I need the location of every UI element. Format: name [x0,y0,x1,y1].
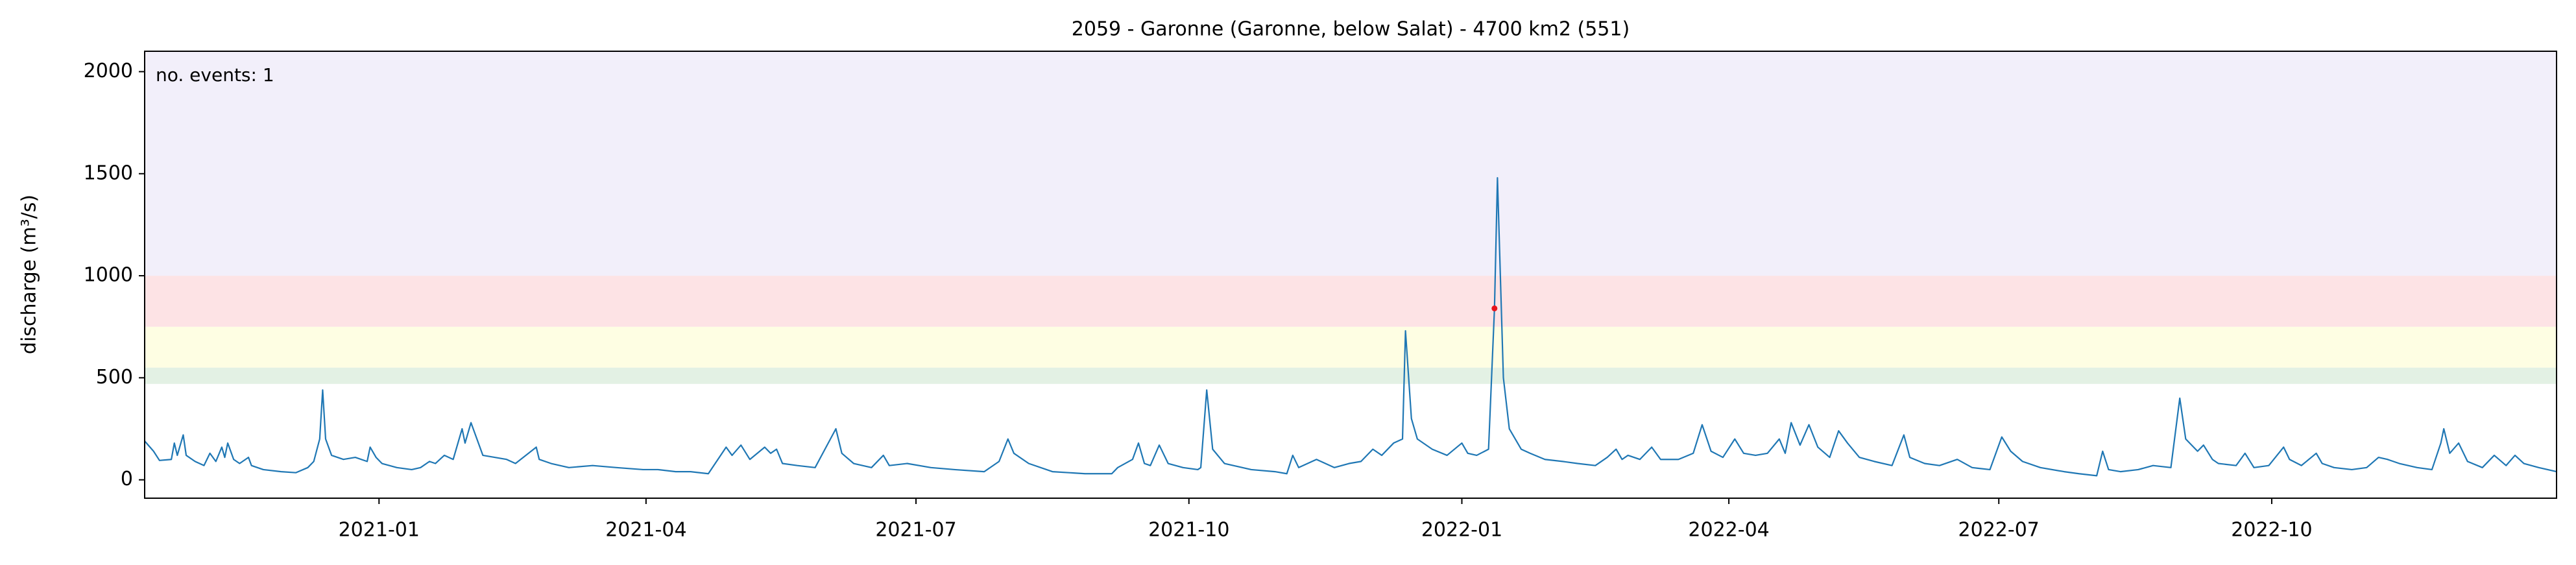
x-tick-label: 2021-10 [1148,519,1229,542]
x-tick-label: 2021-04 [605,519,686,542]
threshold-band [145,367,2557,384]
threshold-band [145,326,2557,368]
threshold-band [145,51,2557,276]
y-tick-label: 500 [96,366,133,389]
event-count: no. events: 1 [156,64,274,86]
x-tick-label: 2021-07 [875,519,956,542]
threshold-band [145,276,2557,327]
y-tick-label: 1000 [84,264,133,287]
event-marker [1491,305,1498,311]
y-tick-label: 2000 [84,60,133,82]
x-tick-label: 2022-10 [2231,519,2312,542]
x-tick-label: 2021-01 [339,519,420,542]
discharge-line [145,176,2557,477]
x-tick-label: 2022-04 [1688,519,1769,542]
y-tick-label: 0 [121,468,133,490]
y-tick-label: 1500 [84,162,133,184]
axes-frame [144,51,2557,499]
x-tick-label: 2022-01 [1421,519,1502,542]
x-tick-label: 2022-07 [1958,519,2040,542]
chart-title: 2059 - Garonne (Garonne, below Salat) - … [1072,18,1630,41]
plot-area [145,51,2557,477]
y-axis-label: discharge (m³/s) [18,195,41,354]
